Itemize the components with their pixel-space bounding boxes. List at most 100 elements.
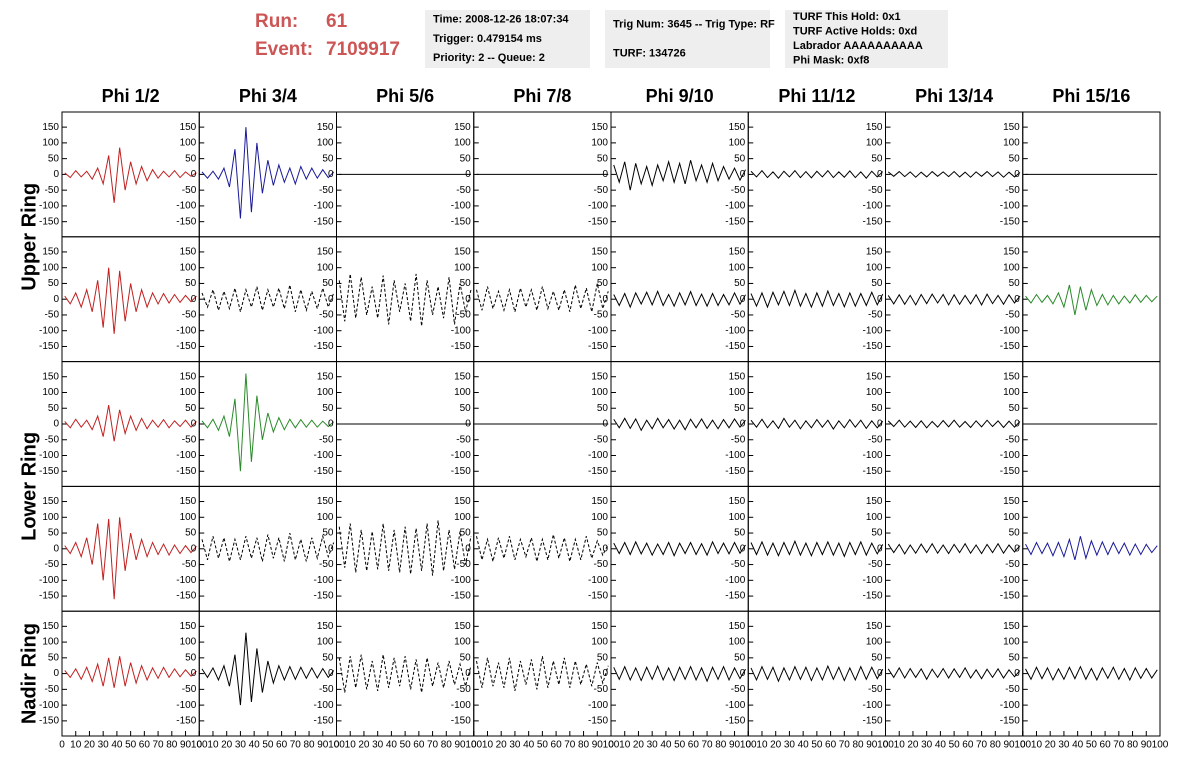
waveform xyxy=(887,170,1021,178)
y-tick-label: -150 xyxy=(39,716,59,727)
y-tick-label: 100 xyxy=(591,138,608,149)
y-tick-label: -100 xyxy=(39,201,59,212)
event-label: Event: xyxy=(255,39,313,60)
y-tick-label: -100 xyxy=(1000,700,1020,711)
y-tick-label: 50 xyxy=(871,403,883,414)
y-tick-label: 0 xyxy=(53,419,59,430)
y-tick-label: -100 xyxy=(588,450,608,461)
x-tick-label: 100 xyxy=(740,740,757,751)
y-tick-label: -150 xyxy=(313,466,333,477)
y-tick-label: -150 xyxy=(451,591,471,602)
x-tick-label: 0 xyxy=(883,740,889,751)
y-tick-label: 0 xyxy=(877,294,883,305)
y-tick-label: -150 xyxy=(1000,341,1020,352)
y-tick-label: -150 xyxy=(176,466,196,477)
y-tick-label: 50 xyxy=(460,403,472,414)
y-tick-label: 50 xyxy=(734,652,746,663)
panel-frame xyxy=(1022,236,1161,363)
y-tick-label: 150 xyxy=(866,247,883,258)
y-tick-label: -100 xyxy=(862,325,882,336)
y-tick-label: 50 xyxy=(322,278,334,289)
y-tick-label: -150 xyxy=(588,216,608,227)
y-tick-label: 0 xyxy=(1014,419,1020,430)
y-tick-label: -150 xyxy=(725,341,745,352)
y-tick-label: 50 xyxy=(1009,278,1021,289)
y-tick-label: -100 xyxy=(313,201,333,212)
y-tick-label: -50 xyxy=(731,434,746,445)
y-tick-label: 150 xyxy=(729,122,746,133)
x-tick-label: 100 xyxy=(1152,740,1169,751)
y-tick-label: -100 xyxy=(39,575,59,586)
waveform xyxy=(613,159,746,191)
x-tick-label: 80 xyxy=(166,740,178,751)
y-tick-label: -150 xyxy=(725,591,745,602)
y-tick-label: -50 xyxy=(868,310,883,321)
panel-frame xyxy=(1022,485,1161,612)
x-tick-label: 70 xyxy=(702,740,714,751)
y-tick-label: 50 xyxy=(185,153,197,164)
column-header: Phi 1/2 xyxy=(102,86,160,106)
y-tick-label: 0 xyxy=(191,668,197,679)
waveform xyxy=(750,417,884,430)
x-tick-label: 40 xyxy=(111,740,123,751)
y-tick-label: 0 xyxy=(1014,543,1020,554)
x-tick-label: 10 xyxy=(756,740,768,751)
y-tick-label: -50 xyxy=(868,185,883,196)
y-tick-label: 0 xyxy=(877,668,883,679)
info-line: TURF Active Holds: 0xd xyxy=(793,26,917,38)
x-tick-label: 90 xyxy=(592,740,604,751)
column-header: Phi 9/10 xyxy=(646,86,714,106)
y-tick-label: 150 xyxy=(317,621,334,632)
y-tick-label: -50 xyxy=(45,434,60,445)
y-tick-label: 100 xyxy=(42,637,59,648)
x-tick-label: 80 xyxy=(441,740,453,751)
y-tick-label: 150 xyxy=(454,496,471,507)
y-tick-label: 0 xyxy=(877,169,883,180)
y-tick-label: -150 xyxy=(1000,216,1020,227)
y-tick-label: -150 xyxy=(39,216,59,227)
y-tick-label: -100 xyxy=(1000,450,1020,461)
y-tick-label: -150 xyxy=(176,341,196,352)
x-tick-label: 50 xyxy=(949,740,961,751)
y-tick-label: -50 xyxy=(594,684,609,695)
x-tick-label: 100 xyxy=(1014,740,1031,751)
y-tick-label: 100 xyxy=(591,637,608,648)
y-tick-label: 150 xyxy=(317,496,334,507)
y-tick-label: 150 xyxy=(180,247,197,258)
x-tick-label: 90 xyxy=(454,740,466,751)
y-tick-label: 50 xyxy=(597,153,609,164)
x-tick-label: 0 xyxy=(471,740,477,751)
y-tick-label: 0 xyxy=(740,419,746,430)
y-tick-label: -50 xyxy=(456,185,471,196)
y-tick-label: 150 xyxy=(729,621,746,632)
y-tick-label: -150 xyxy=(862,716,882,727)
y-tick-label: 150 xyxy=(591,621,608,632)
y-tick-label: 50 xyxy=(322,403,334,414)
column-header: Phi 13/14 xyxy=(915,86,993,106)
y-tick-label: -150 xyxy=(313,341,333,352)
x-tick-label: 50 xyxy=(125,740,137,751)
x-tick-label: 0 xyxy=(608,740,614,751)
x-tick-label: 20 xyxy=(221,740,233,751)
y-tick-label: -50 xyxy=(319,310,334,321)
x-tick-label: 50 xyxy=(811,740,823,751)
x-tick-label: 50 xyxy=(537,740,549,751)
y-tick-label: 150 xyxy=(591,371,608,382)
y-tick-label: -50 xyxy=(45,559,60,570)
y-tick-label: 100 xyxy=(180,512,197,523)
y-tick-label: -100 xyxy=(588,325,608,336)
waveform xyxy=(750,664,884,683)
y-tick-label: -150 xyxy=(451,466,471,477)
y-tick-label: 100 xyxy=(317,387,334,398)
x-tick-label: 80 xyxy=(578,740,590,751)
x-tick-label: 80 xyxy=(303,740,315,751)
x-tick-label: 80 xyxy=(990,740,1002,751)
x-tick-label: 90 xyxy=(729,740,741,751)
y-tick-label: 50 xyxy=(871,278,883,289)
waveform xyxy=(476,656,609,692)
x-tick-label: 30 xyxy=(647,740,659,751)
y-tick-label: 50 xyxy=(734,403,746,414)
y-tick-label: -100 xyxy=(862,201,882,212)
y-tick-label: 100 xyxy=(729,512,746,523)
y-tick-label: 150 xyxy=(1003,247,1020,258)
